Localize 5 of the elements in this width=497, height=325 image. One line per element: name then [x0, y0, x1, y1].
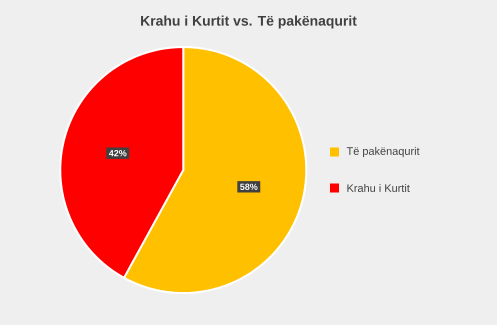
legend-label: Krahu i Kurtit	[347, 184, 410, 192]
chart-title: Krahu i Kurtit vs. Të pakënaqurit	[141, 15, 357, 28]
legend-label: Të pakënaqurit	[346, 146, 420, 158]
data-label: 58%	[240, 184, 258, 190]
data-label: 42%	[108, 150, 126, 156]
